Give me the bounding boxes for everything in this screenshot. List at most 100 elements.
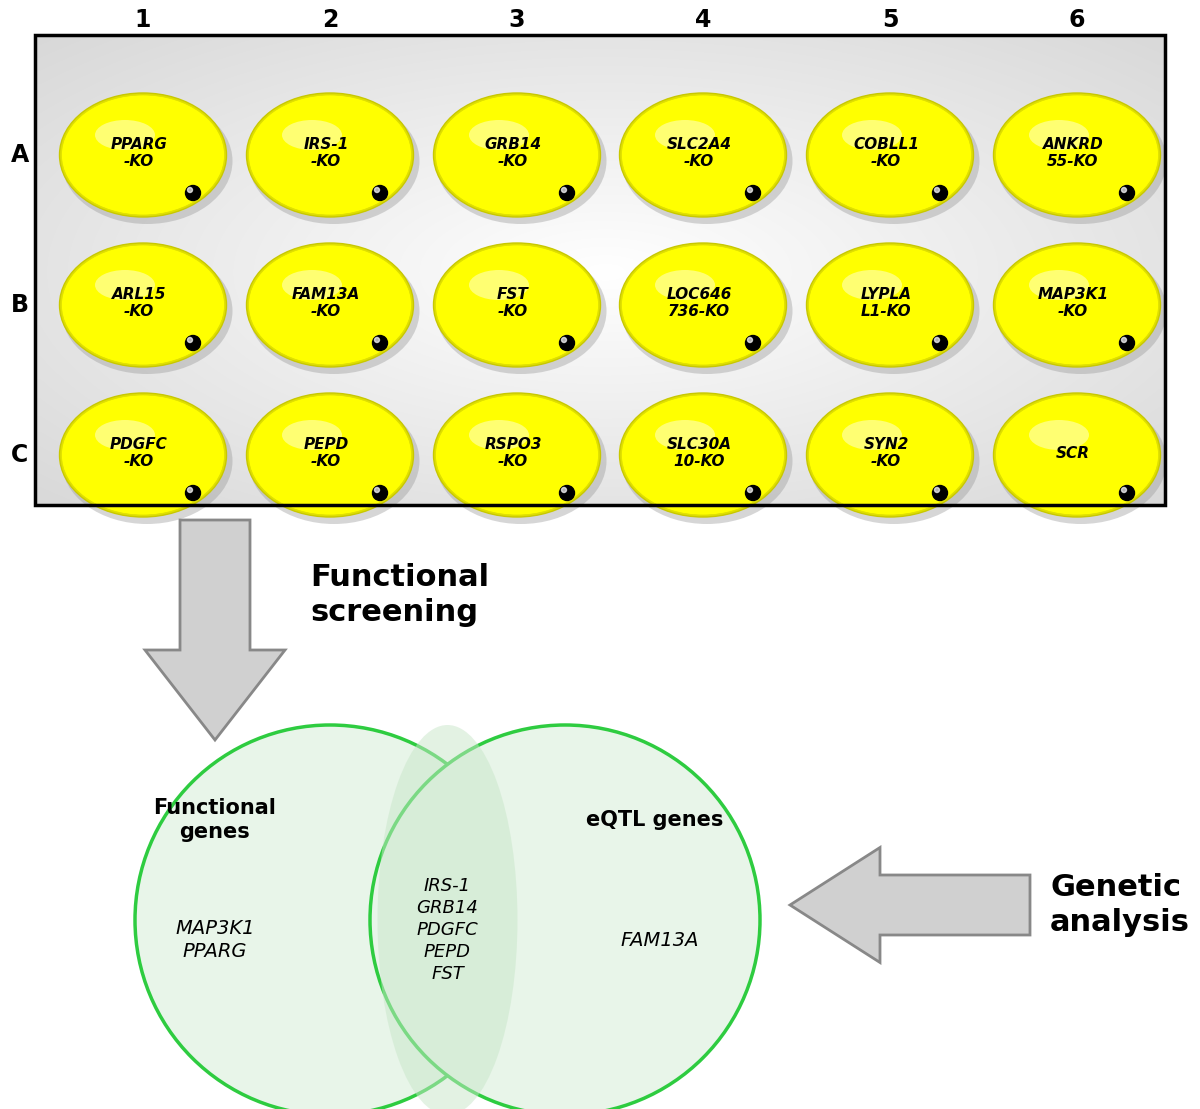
Ellipse shape [655,120,715,150]
Text: Genetic
analysis: Genetic analysis [1050,873,1190,937]
Ellipse shape [436,248,606,374]
Ellipse shape [1030,420,1090,450]
Text: 1: 1 [134,8,151,32]
Ellipse shape [436,98,606,224]
Text: 6: 6 [1069,8,1085,32]
Ellipse shape [655,420,715,450]
Text: Functional
screening: Functional screening [310,562,490,628]
Circle shape [1120,185,1134,201]
Text: ANKRD
55-KO: ANKRD 55-KO [1043,136,1103,170]
Circle shape [932,185,948,201]
Text: A: A [11,143,29,167]
Circle shape [1120,486,1134,500]
Circle shape [932,486,948,500]
Text: 2: 2 [322,8,338,32]
Ellipse shape [378,725,517,1109]
Ellipse shape [619,243,786,367]
Ellipse shape [809,395,972,515]
Text: LOC646
736-KO: LOC646 736-KO [666,287,732,319]
Circle shape [559,185,575,201]
Circle shape [1120,336,1134,350]
Polygon shape [790,847,1030,963]
Ellipse shape [994,243,1160,367]
Text: GRB14
-KO: GRB14 -KO [485,136,541,170]
Circle shape [745,486,761,500]
Text: IRS-1
-KO: IRS-1 -KO [304,136,349,170]
Circle shape [748,337,752,343]
Circle shape [1122,337,1127,343]
Ellipse shape [469,120,529,150]
Bar [35,35,1165,505]
Circle shape [374,337,379,343]
Circle shape [1122,187,1127,193]
Circle shape [374,488,379,492]
Circle shape [186,336,200,350]
Ellipse shape [433,243,600,367]
Ellipse shape [282,420,342,450]
Ellipse shape [1030,120,1090,150]
Circle shape [935,488,940,492]
Ellipse shape [809,248,979,374]
Text: 4: 4 [695,8,712,32]
Circle shape [186,486,200,500]
Ellipse shape [996,248,1166,374]
Circle shape [186,185,200,201]
Ellipse shape [469,269,529,301]
Text: eQTL genes: eQTL genes [587,810,724,830]
Ellipse shape [806,93,973,217]
Ellipse shape [622,245,785,365]
Ellipse shape [994,393,1160,517]
Ellipse shape [996,95,1158,215]
Ellipse shape [619,393,786,517]
Circle shape [559,336,575,350]
Ellipse shape [60,393,227,517]
Circle shape [187,488,192,492]
Ellipse shape [282,120,342,150]
Ellipse shape [60,243,227,367]
Ellipse shape [809,95,972,215]
Text: COBLL1
-KO: COBLL1 -KO [853,136,919,170]
Ellipse shape [622,98,792,224]
Ellipse shape [433,393,600,517]
Text: SLC2A4
-KO: SLC2A4 -KO [666,136,732,170]
Circle shape [559,486,575,500]
Circle shape [562,337,566,343]
Text: RSPO3
-KO: RSPO3 -KO [485,437,541,469]
Text: PPARG
-KO: PPARG -KO [110,136,168,170]
Ellipse shape [436,95,599,215]
Text: IRS-1
GRB14
PDGFC
PEPD
FST: IRS-1 GRB14 PDGFC PEPD FST [416,876,479,984]
Ellipse shape [61,395,224,515]
Circle shape [935,187,940,193]
Circle shape [187,337,192,343]
Ellipse shape [95,120,155,150]
Text: SCR: SCR [1056,446,1090,460]
Circle shape [374,187,379,193]
Circle shape [372,486,388,500]
Circle shape [745,185,761,201]
Ellipse shape [436,245,599,365]
Text: MAP3K1
-KO: MAP3K1 -KO [1038,287,1109,319]
Ellipse shape [842,120,902,150]
Text: SLC30A
10-KO: SLC30A 10-KO [666,437,732,469]
Ellipse shape [622,95,785,215]
Ellipse shape [996,245,1158,365]
Ellipse shape [246,243,414,367]
Ellipse shape [996,395,1158,515]
Circle shape [187,187,192,193]
Ellipse shape [622,398,792,523]
Text: B: B [11,293,29,317]
Ellipse shape [248,245,412,365]
Text: PEPD
-KO: PEPD -KO [304,437,349,469]
Text: 5: 5 [882,8,899,32]
Circle shape [935,337,940,343]
Ellipse shape [806,243,973,367]
Text: FAM13A: FAM13A [620,930,700,949]
Circle shape [134,725,526,1109]
Ellipse shape [622,395,785,515]
Ellipse shape [1030,269,1090,301]
Text: PDGFC
-KO: PDGFC -KO [110,437,168,469]
Circle shape [372,336,388,350]
Ellipse shape [622,248,792,374]
Ellipse shape [61,95,224,215]
Circle shape [748,187,752,193]
